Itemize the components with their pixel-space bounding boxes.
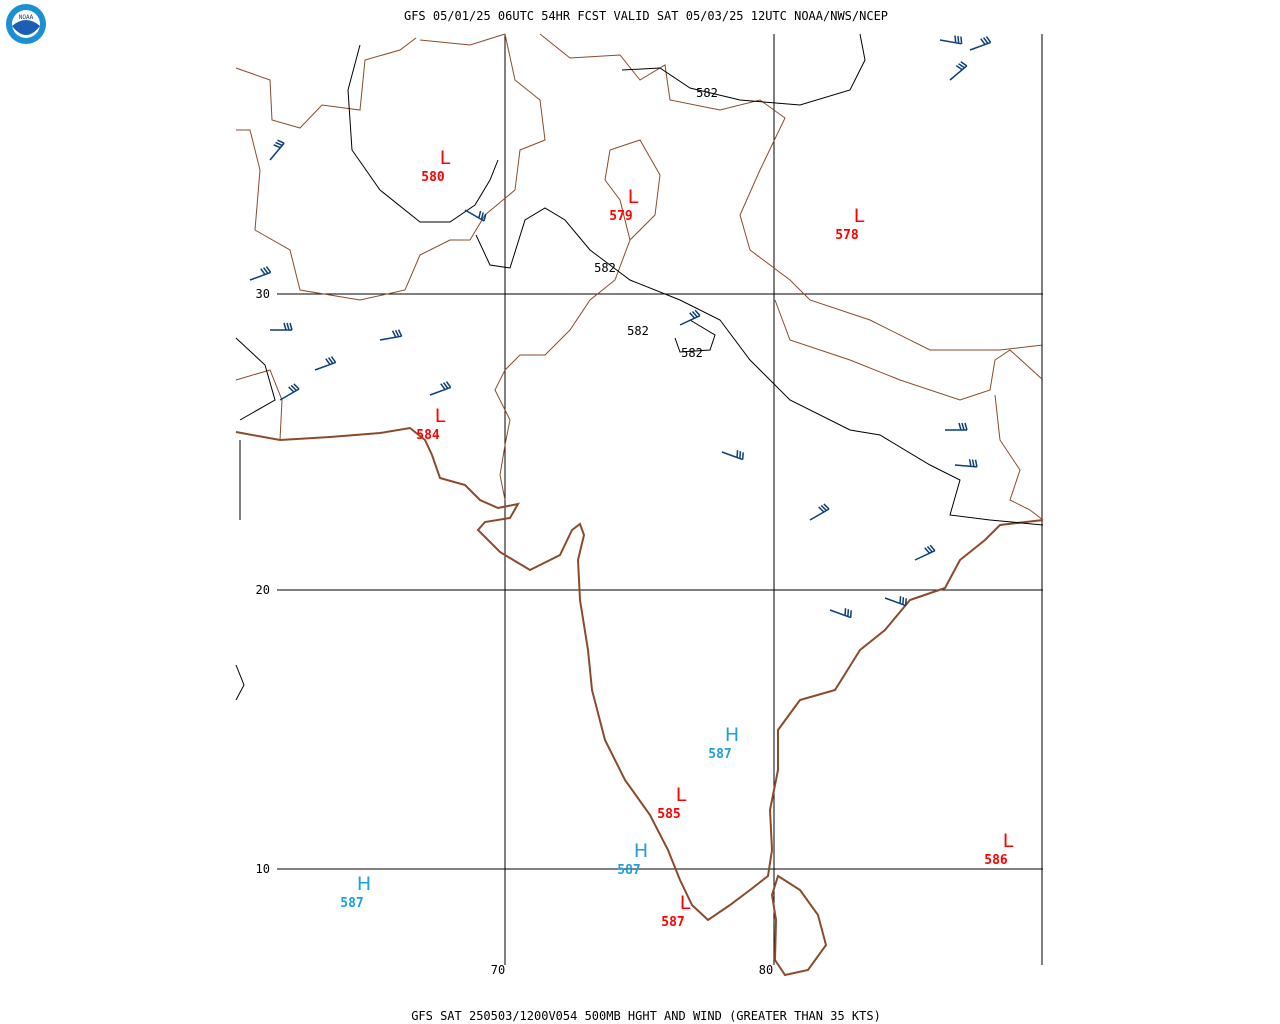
wind-barb [270, 322, 293, 331]
contour [347, 44, 499, 223]
wind-barbs [249, 35, 992, 619]
contour [475, 207, 1044, 526]
center-symbol: L [854, 205, 865, 227]
wind-barb [314, 356, 337, 371]
coast [235, 426, 1044, 922]
contour [674, 319, 716, 353]
wind-barb [884, 596, 907, 607]
lon-label: 70 [491, 963, 505, 977]
border [235, 369, 283, 441]
header-title: GFS 05/01/25 06UTC 54HR FCST VALID SAT 0… [404, 9, 888, 23]
wind-barb [945, 422, 968, 431]
wind-barb [809, 503, 830, 521]
center-value: 587 [661, 915, 684, 930]
logo: NOAA [6, 4, 46, 44]
border [494, 139, 661, 501]
center-symbol: L [628, 186, 639, 208]
wind-barb [949, 61, 968, 81]
contour [235, 337, 276, 421]
footer-caption: GFS SAT 250503/1200V054 500MB HGHT AND W… [411, 1009, 881, 1023]
contour-label: 582 [594, 261, 616, 275]
center-symbol: H [634, 840, 648, 862]
logo-text: NOAA [19, 14, 34, 21]
center-value: 579 [609, 209, 632, 224]
center-value: 585 [657, 807, 680, 822]
center-symbol: H [357, 873, 371, 895]
center-value: 586 [984, 853, 1008, 868]
wind-barb [721, 450, 744, 461]
center-symbol: L [1003, 830, 1014, 852]
border [236, 33, 546, 301]
border [604, 149, 1044, 521]
wind-barb [939, 35, 963, 45]
contour [621, 33, 866, 106]
center-symbol: L [440, 147, 451, 169]
border [235, 33, 1044, 351]
wind-barb [969, 36, 992, 51]
borders [235, 33, 1044, 521]
center-value: 580 [421, 170, 445, 185]
wind-barb [379, 329, 403, 341]
center-value: 587 [617, 863, 640, 878]
wind-barb [249, 266, 272, 281]
contours [235, 33, 1044, 701]
wind-barb [914, 544, 936, 561]
coastline [235, 426, 1044, 977]
wind-barb [464, 209, 487, 222]
wind-barb [829, 608, 852, 619]
logo-wave [12, 20, 40, 35]
wind-barb [954, 459, 978, 468]
center-value: 578 [835, 228, 859, 243]
graticule [277, 34, 1043, 965]
lat-label: 30 [256, 287, 270, 301]
contour [235, 440, 245, 701]
center-value: 584 [416, 428, 440, 443]
wind-barb [679, 309, 701, 326]
wind-barb [269, 139, 285, 161]
contour-label: 582 [696, 86, 718, 100]
contour-label: 582 [627, 324, 649, 338]
lon-label: 80 [759, 963, 773, 977]
lat-label: 20 [256, 583, 270, 597]
center-symbol: L [435, 405, 446, 427]
wind-barb [429, 381, 452, 396]
center-symbol: L [676, 784, 687, 806]
contour-label: 582 [681, 346, 703, 360]
wind-barb [279, 383, 300, 401]
center-value: 587 [340, 896, 363, 911]
lat-label: 10 [256, 862, 270, 876]
center-value: 587 [708, 747, 731, 762]
center-symbol: L [680, 892, 691, 914]
center-symbol: H [725, 724, 739, 746]
sri-lanka [770, 874, 828, 977]
